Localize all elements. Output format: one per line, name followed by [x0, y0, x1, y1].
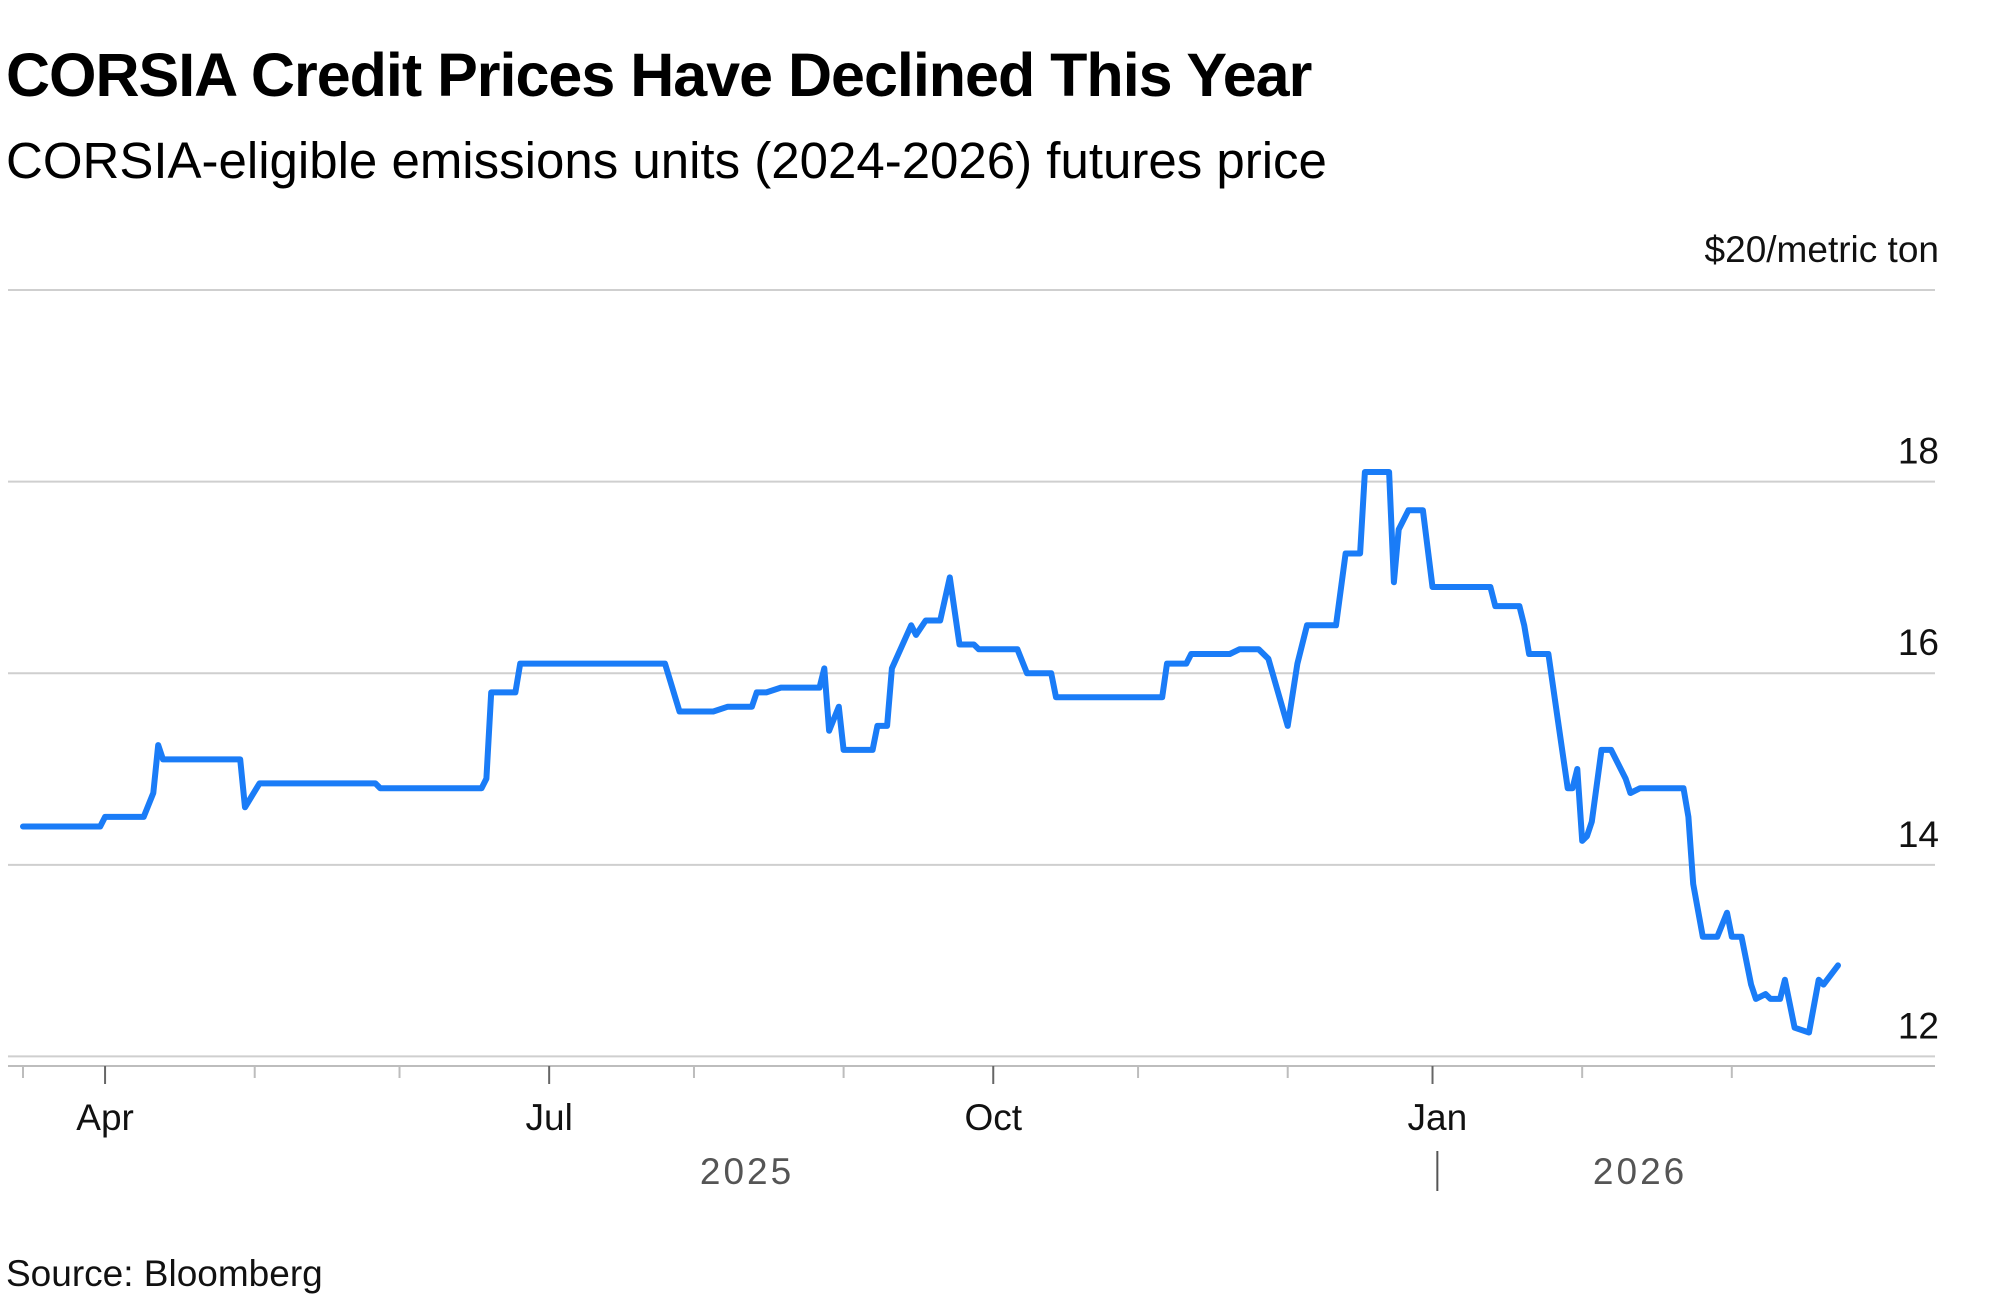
price-series-line — [20, 469, 1841, 1036]
y-tick-label: 18 — [1898, 431, 1939, 472]
x-tick-label: Apr — [76, 1097, 134, 1138]
year-label: 2026 — [1593, 1151, 1687, 1192]
chart-subtitle: CORSIA-eligible emissions units (2024-20… — [6, 132, 1327, 189]
x-tick-label: Oct — [964, 1097, 1022, 1138]
y-tick-label: 14 — [1898, 814, 1939, 855]
x-tick-label: Jul — [526, 1097, 573, 1138]
year-label: 2025 — [700, 1151, 794, 1192]
chart-title: CORSIA Credit Prices Have Declined This … — [6, 41, 1312, 109]
y-unit-label: $20/metric ton — [1705, 229, 1939, 270]
y-tick-label: 16 — [1898, 622, 1939, 663]
x-tick-label: Jan — [1408, 1097, 1468, 1138]
chart-source: Source: Bloomberg — [6, 1253, 323, 1294]
y-tick-label: 12 — [1898, 1005, 1939, 1046]
